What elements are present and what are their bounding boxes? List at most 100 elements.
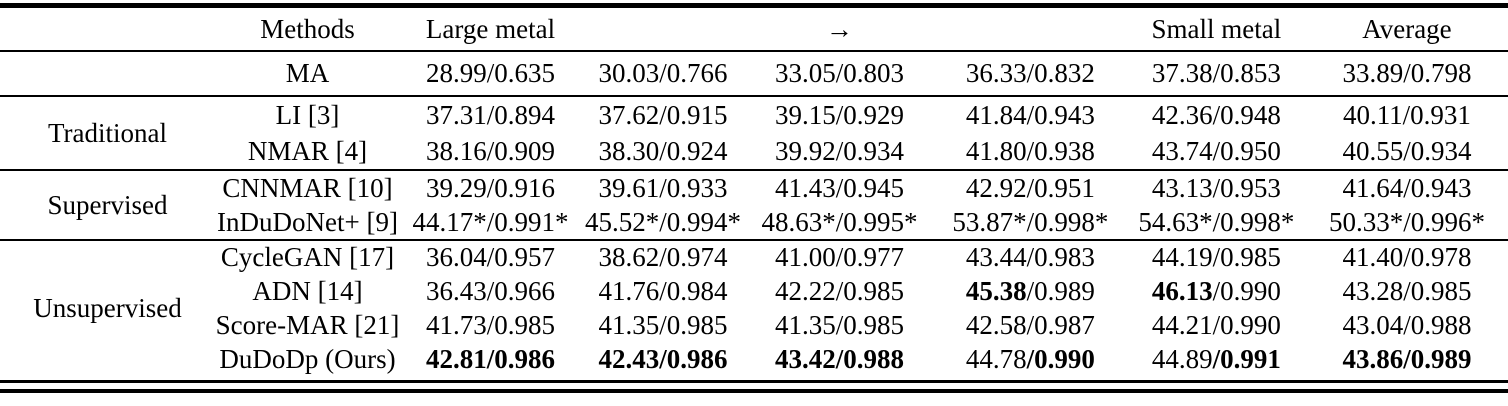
value-segment: 39.15/0.929 [774,99,904,130]
value-segment: 43.74/0.950 [1151,135,1281,166]
value-cell: 54.63*/0.998* [1126,205,1306,241]
value-cell: 45.38/0.989 [934,274,1127,308]
value-segment: 41.35/0.985 [598,309,728,340]
value-segment: 41.80/0.938 [965,135,1095,166]
method-cell: Score-MAR [21] [215,309,400,340]
header-small-metal: Small metal [1126,8,1306,52]
value-segment: 41.40/0.978 [1342,242,1472,272]
value-segment: 33.89/0.798 [1342,58,1472,88]
value-segment: 37.31/0.894 [425,99,555,130]
group-cell: Unsupervised [33,293,182,323]
header-group-spacer [0,8,216,52]
value-cell: 43.42/0.988 [745,342,934,376]
value-cell: 41.64/0.943 [1306,170,1508,205]
value-segment: 33.05/0.803 [774,58,904,88]
value-cell: 40.55/0.934 [1305,133,1508,171]
value-segment: 44.78 [965,343,1027,374]
value-cell: 39.92/0.934 [745,133,934,171]
value-segment-bold: 42.81/0.986 [425,343,555,374]
value-cell: 37.38/0.853 [1126,51,1306,97]
value-cell: 44.21/0.990 [1127,308,1306,342]
value-cell: 43.13/0.953 [1127,170,1306,205]
value-cell: 37.62/0.915 [581,96,745,133]
method-cell: DuDoDp (Ours) [219,343,396,374]
value-segment: 41.64/0.943 [1342,172,1472,203]
value-cell: 41.35/0.985 [745,308,934,342]
table-row: Score-MAR [21] 41.73/0.985 41.35/0.985 41.3… [0,308,1508,342]
value-cell: 39.29/0.916 [400,170,581,205]
value-segment: 43.04/0.988 [1342,309,1472,340]
value-cell: 44.19/0.985 [1127,240,1306,274]
value-segment: 40.11/0.931 [1342,99,1471,130]
header-spacer-2 [933,8,1127,52]
value-cell: 43.44/0.983 [934,240,1127,274]
value-segment: 41.73/0.985 [425,309,555,340]
table-row: DuDoDp (Ours) 42.81/0.986 42.43/0.986 43.42… [0,342,1508,376]
value-cell: 38.30/0.924 [580,133,745,171]
value-cell: 41.73/0.985 [400,308,581,342]
value-segment: 39.92/0.934 [774,135,904,166]
value-cell: 41.35/0.985 [581,308,745,342]
value-cell: 36.04/0.957 [400,240,581,274]
value-cell: 42.22/0.985 [745,274,934,308]
value-cell: 41.84/0.943 [934,96,1127,133]
value-cell: 42.43/0.986 [581,342,745,376]
value-segment: 39.29/0.916 [425,172,555,203]
header-average: Average [1305,8,1508,52]
header-row: Methods Large metal → Small metal Averag… [0,8,1508,52]
value-segment: 37.38/0.853 [1151,58,1281,88]
value-segment: /0.989 [1026,275,1095,306]
value-cell: 38.16/0.909 [400,133,581,171]
value-segment: 44.19/0.985 [1151,242,1281,272]
value-cell: 41.40/0.978 [1306,240,1508,274]
group-cell: Traditional [0,96,216,171]
method-cell: CNNMAR [10] [222,172,393,203]
value-segment: 42.92/0.951 [965,172,1095,203]
table-row: Supervised CNNMAR [10] 39.29/0.916 39.61/0.… [0,170,1508,241]
value-segment: 42.36/0.948 [1151,99,1281,130]
value-segment-bold: /0.990 [1026,343,1095,374]
value-segment: 36.43/0.966 [425,275,555,306]
value-cell: 33.05/0.803 [745,51,934,97]
value-segment: 50.33*/0.996* [1328,206,1485,237]
value-segment: 38.62/0.974 [598,242,728,272]
value-segment: 43.13/0.953 [1151,172,1281,203]
value-cell: 46.13/0.990 [1127,274,1306,308]
table-row: Unsupervised CycleGAN [17] 36.04/0.957 38.6… [0,240,1508,323]
value-cell: 28.99/0.635 [400,51,581,97]
value-segment: 38.30/0.924 [598,135,728,166]
value-segment: 38.16/0.909 [425,135,555,166]
value-segment: 53.87*/0.998* [952,206,1109,237]
table-row: InDuDoNet+ [9] 44.17*/0.991* 45.52*/0.994*… [0,205,1508,241]
value-cell: 36.43/0.966 [400,274,581,308]
results-table-container: Methods Large metal → Small metal Averag… [0,3,1508,393]
value-cell: 50.33*/0.996* [1305,205,1508,241]
header-large-metal: Large metal [400,8,581,52]
value-segment: 41.00/0.977 [774,242,904,272]
value-segment: 41.43/0.945 [774,172,904,203]
method-cell: ADN [14] [252,275,363,306]
value-segment-bold: 46.13 [1151,275,1213,306]
value-cell: 37.31/0.894 [400,96,581,133]
value-segment: 39.61/0.933 [598,172,728,203]
value-segment: 42.22/0.985 [774,275,904,306]
value-cell: 44.17*/0.991* [400,205,581,241]
value-segment: 45.52*/0.994* [584,206,741,237]
value-cell: 39.15/0.929 [745,96,934,133]
value-cell: 41.43/0.945 [745,170,934,205]
value-segment: 41.35/0.985 [774,309,904,340]
value-cell: 40.11/0.931 [1306,96,1508,133]
value-cell: 33.89/0.798 [1305,51,1508,97]
value-cell: 48.63*/0.995* [745,205,934,241]
value-segment-bold: 43.42/0.988 [774,343,904,374]
results-table: Methods Large metal → Small metal Averag… [0,8,1508,376]
value-cell: 42.92/0.951 [934,170,1127,205]
value-segment: 28.99/0.635 [425,58,555,88]
table-row: MA 28.99/0.635 30.03/0.766 33.05/0.803 36.33… [0,51,1508,97]
value-cell: 36.33/0.832 [933,51,1127,97]
value-segment: 37.62/0.915 [598,99,728,130]
value-segment-bold: /0.991 [1212,343,1281,374]
value-cell: 41.80/0.938 [933,133,1127,171]
value-segment: 42.58/0.987 [965,309,1095,340]
table-row: NMAR [4] 38.16/0.909 38.30/0.924 39.92/0.93… [0,133,1508,171]
